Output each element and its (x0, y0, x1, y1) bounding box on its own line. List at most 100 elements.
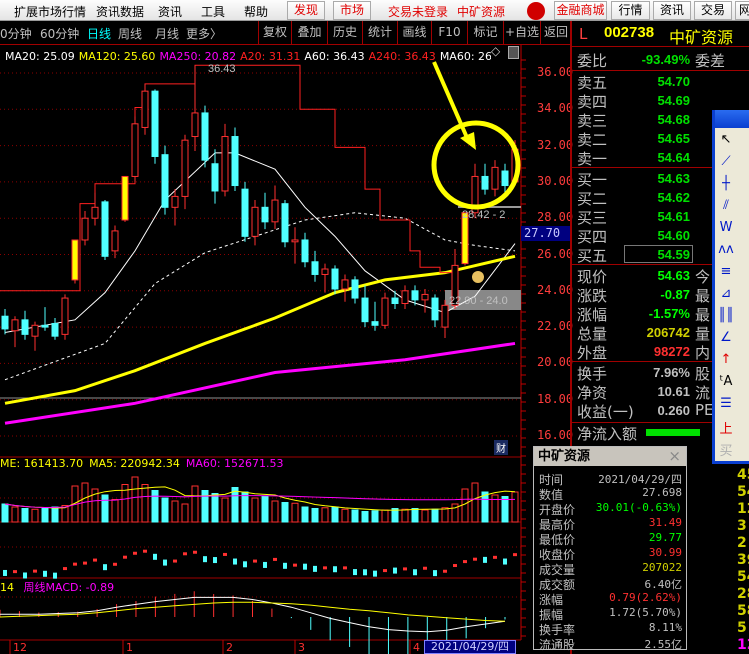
indicator-mark (183, 552, 187, 556)
news-button[interactable]: 资讯 (653, 1, 691, 20)
indicator-mark (363, 569, 367, 576)
diamond-toggle-icon[interactable]: ◇ (491, 44, 501, 58)
menu-info-data[interactable]: 资讯数据 (96, 5, 145, 19)
volume-bar (251, 497, 259, 523)
period-monthly[interactable]: 月线 (155, 27, 180, 41)
menu-help[interactable]: 帮助 (244, 5, 269, 19)
back-button[interactable]: 返回 (540, 21, 571, 45)
mark-button[interactable]: 标记 (467, 21, 503, 45)
indicator-mark (333, 566, 337, 573)
candle-body (11, 319, 19, 332)
trade-button[interactable]: 交易 (694, 1, 732, 20)
indicator-mark (413, 569, 417, 576)
stat-label: 外盘 (577, 344, 608, 362)
buy-mark-icon[interactable]: 买 (719, 444, 733, 459)
cycle-lines-icon[interactable]: ║║ (718, 308, 734, 323)
restore-rights-button[interactable]: 复权 (258, 21, 291, 45)
trade-login-status[interactable]: 交易未登录 (388, 5, 449, 19)
vertical-line-icon[interactable]: ┼ (722, 176, 730, 191)
candle-body (341, 279, 349, 290)
indicator-mark (223, 552, 227, 556)
time-axis-label: 4 (413, 641, 420, 654)
period-more[interactable]: 更多〉 (186, 27, 223, 41)
volume-bar (31, 508, 39, 523)
channel-icon[interactable]: ≡ (720, 264, 732, 279)
kline-chart[interactable] (0, 0, 570, 654)
close-icon[interactable]: × (668, 447, 681, 465)
menu-extended-market[interactable]: 扩展市场行情 (14, 5, 87, 19)
period-minutes[interactable]: 0分钟 (0, 27, 32, 41)
volume-bar (231, 487, 239, 523)
discover-button[interactable]: 发现 (287, 1, 325, 20)
info-row: 成交量 207022 (534, 561, 686, 577)
overlay-button[interactable]: 叠加 (291, 21, 327, 45)
volume-bar (341, 508, 349, 523)
net-inflow-label: 净流入额 (577, 425, 638, 443)
finance-mall-button[interactable]: 金融商城 (554, 1, 607, 20)
text-icon[interactable]: ᵗA (719, 374, 733, 389)
candle-body (191, 112, 199, 138)
candle-body (241, 188, 249, 237)
time-axis-label: 1 (126, 641, 133, 654)
angle-line-icon[interactable]: ⊿ (720, 286, 732, 301)
quote-panel: L 002738 中矿资源 委比 -93.49% 委差 卖五 54.70 卖四 54.… (570, 21, 749, 654)
info-window-title[interactable]: 中矿资源 × (534, 447, 686, 466)
wave-icon[interactable]: W (719, 220, 733, 235)
ma-legend-item: MA60: 26.4 (439, 50, 491, 60)
stock-code: 002738 (604, 24, 655, 41)
period-60min[interactable]: 60分钟 (40, 27, 80, 41)
period-daily[interactable]: 日线 (87, 27, 112, 41)
draw-lines-button[interactable]: 画线 (397, 21, 431, 45)
history-button[interactable]: 历史 (327, 21, 362, 45)
volume-bar (321, 507, 329, 523)
info-row-label: 最高价 (539, 518, 576, 532)
candle-body (361, 297, 369, 323)
macd-dif-line (0, 596, 506, 633)
price-axis-label: 26.00 (537, 246, 574, 261)
indicator-mark (73, 562, 77, 566)
menu-tools[interactable]: 工具 (201, 5, 226, 19)
line-segment-icon[interactable]: ⟋ (721, 154, 731, 169)
stat-label: 涨跌 (577, 287, 608, 305)
palette-titlebar[interactable] (715, 110, 749, 128)
market-button[interactable]: 市场 (333, 1, 371, 20)
info-row-value: 1.72(5.70%) (609, 606, 682, 619)
candle-body (401, 290, 409, 305)
info-row: 时间 2021/04/29/四 (534, 471, 686, 487)
menu-news[interactable]: 资讯 (158, 5, 183, 19)
add-watchlist-button[interactable]: +自选 (503, 21, 540, 45)
parallel-line-icon[interactable]: ⫽ (723, 198, 729, 213)
up-mark-icon[interactable]: 上 (719, 422, 733, 437)
stat2-label: 换手 (577, 365, 608, 383)
web-button[interactable]: 网 (735, 1, 749, 20)
candle-body (461, 212, 469, 265)
hidden-column-value: 1260 (737, 637, 749, 653)
indicator-mark (133, 551, 137, 555)
current-stock-link[interactable]: 中矿资源 (457, 5, 506, 19)
brand-logo-icon[interactable] (527, 2, 545, 20)
statistics-button[interactable]: 统计 (362, 21, 397, 45)
fan-lines-icon[interactable]: ∠ (720, 330, 732, 345)
indicator-mark (503, 558, 507, 565)
candle-body (61, 297, 69, 335)
stat2-value: 7.96% (653, 365, 690, 380)
info-row-value: 30.99 (648, 546, 682, 559)
f10-button[interactable]: F10 (431, 21, 467, 45)
chart-toolbar: 0分钟 60分钟 日线 周线 月线 更多〉 复权 叠加 历史 统计 画线 F10… (0, 21, 570, 45)
ma-line-ma120 (4, 254, 516, 405)
period-weekly[interactable]: 周线 (118, 27, 143, 41)
quote-button[interactable]: 行情 (611, 1, 650, 20)
peaks-icon[interactable]: ʌʌ (718, 242, 734, 257)
info-row: 成交额 6.40亿 (534, 576, 686, 592)
panel-toggle-icon[interactable] (508, 46, 519, 59)
hidden-column-value: 54 (737, 484, 749, 500)
note-icon[interactable]: ☰ (720, 396, 732, 411)
hidden-column-value: 5 (737, 620, 747, 636)
up-arrow-icon[interactable]: ↑ (720, 352, 732, 367)
indicator-mark (163, 559, 167, 566)
bid5-highlight (624, 245, 693, 263)
volume-bar (291, 502, 299, 523)
financial-badge[interactable]: 财 (494, 440, 508, 455)
cursor-icon[interactable]: ↖ (720, 132, 732, 147)
candle-body (271, 199, 279, 223)
